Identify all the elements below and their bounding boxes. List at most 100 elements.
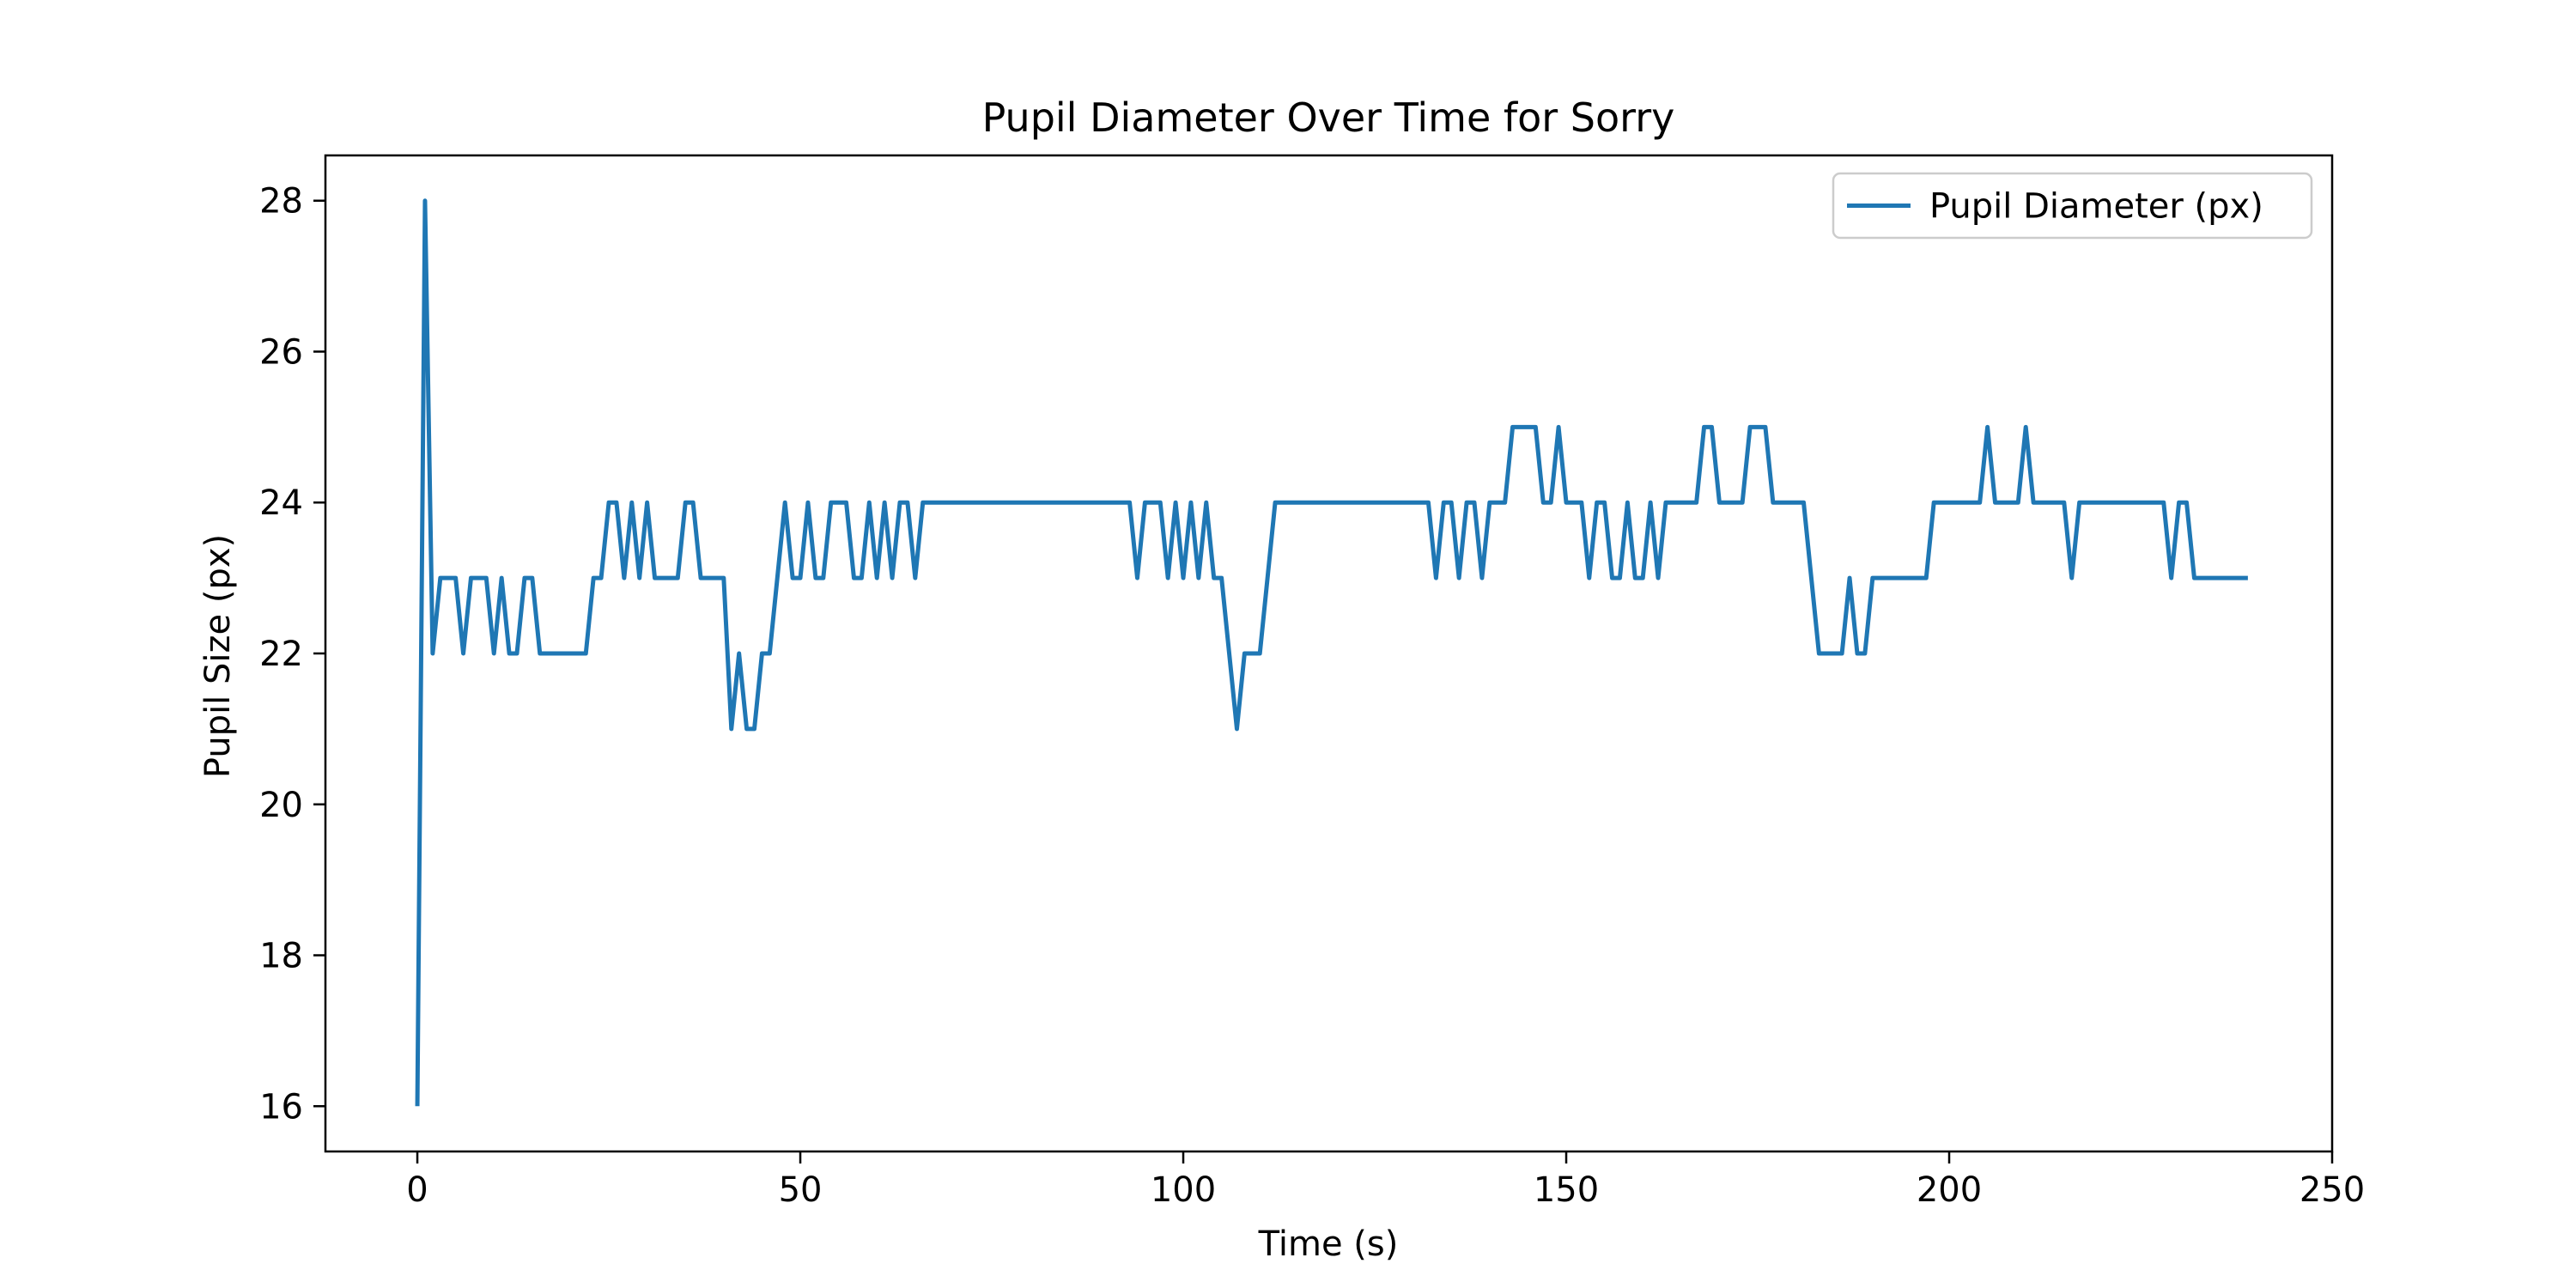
x-tick-label: 250: [2300, 1170, 2365, 1210]
data-point: [883, 501, 886, 504]
data-point: [2078, 501, 2081, 504]
data-point: [1412, 501, 1415, 504]
data-point: [990, 501, 993, 504]
data-point: [2178, 501, 2181, 504]
series-line-pupil-diameter: [415, 198, 2248, 1107]
data-point: [951, 501, 955, 504]
data-point: [1327, 501, 1331, 504]
data-point: [2131, 501, 2135, 504]
y-tick-label: 20: [259, 786, 303, 825]
data-point: [775, 576, 779, 580]
x-tick-label: 0: [406, 1170, 428, 1210]
data-point: [1756, 425, 1759, 428]
data-point: [660, 576, 664, 580]
data-point: [714, 576, 718, 580]
data-point: [1588, 576, 1591, 580]
data-point: [1901, 576, 1905, 580]
data-point: [2008, 501, 2012, 504]
data-point: [1955, 501, 1959, 504]
data-point: [852, 576, 855, 580]
data-point: [1312, 501, 1315, 504]
data-point: [929, 501, 933, 504]
data-point: [484, 576, 488, 580]
data-point: [1580, 501, 1583, 504]
data-point: [462, 652, 465, 655]
data-point: [975, 501, 978, 504]
data-point: [1595, 501, 1599, 504]
data-point: [1066, 501, 1070, 504]
data-point: [2208, 576, 2211, 580]
data-point: [1625, 501, 1629, 504]
data-point: [2139, 501, 2142, 504]
data-point: [2215, 576, 2219, 580]
data-point: [890, 576, 894, 580]
data-point: [1787, 501, 1790, 504]
data-point: [2223, 576, 2227, 580]
data-point: [1273, 501, 1277, 504]
data-point: [1641, 576, 1644, 580]
data-point: [1235, 727, 1238, 731]
y-tick-label: 28: [259, 182, 303, 222]
data-point: [546, 652, 550, 655]
data-point: [1449, 501, 1453, 504]
data-point: [1426, 501, 1430, 504]
data-point: [1664, 501, 1668, 504]
data-point: [562, 652, 565, 655]
data-point: [1687, 501, 1691, 504]
data-point: [1879, 576, 1882, 580]
data-point: [531, 576, 534, 580]
data-point: [1136, 576, 1139, 580]
data-point: [1151, 501, 1154, 504]
data-point: [1971, 501, 1974, 504]
data-point: [691, 501, 695, 504]
data-point: [959, 501, 963, 504]
data-point: [1649, 501, 1652, 504]
data-point: [2100, 501, 2104, 504]
data-point: [576, 652, 580, 655]
y-tick-label: 26: [259, 332, 303, 372]
data-point: [1809, 576, 1813, 580]
data-point: [2170, 576, 2173, 580]
data-point: [1051, 501, 1054, 504]
data-point: [1342, 501, 1346, 504]
data-point: [599, 576, 603, 580]
data-point: [921, 501, 925, 504]
data-point: [1212, 576, 1216, 580]
data-point: [722, 576, 726, 580]
data-point: [1043, 501, 1047, 504]
x-tick-label: 50: [779, 1170, 823, 1210]
data-point: [439, 576, 442, 580]
y-axis-label: Pupil Size (px): [198, 534, 238, 778]
data-point: [2024, 425, 2027, 428]
data-point: [646, 501, 649, 504]
data-point: [2162, 501, 2166, 504]
data-point: [914, 576, 917, 580]
data-point: [500, 576, 503, 580]
data-point: [2239, 576, 2242, 580]
data-point: [1281, 501, 1285, 504]
data-point: [2154, 501, 2158, 504]
data-point: [416, 1104, 419, 1108]
data-point: [469, 576, 472, 580]
data-point: [1074, 501, 1078, 504]
data-point: [584, 652, 587, 655]
data-point: [638, 576, 641, 580]
data-point: [822, 576, 825, 580]
data-point: [568, 652, 572, 655]
data-point: [2093, 501, 2096, 504]
data-point: [906, 501, 909, 504]
y-tick-label: 24: [259, 483, 303, 523]
data-point: [806, 501, 810, 504]
data-point: [623, 576, 626, 580]
data-point: [937, 501, 940, 504]
data-point: [2200, 576, 2203, 580]
data-point: [683, 501, 687, 504]
data-point: [745, 727, 749, 731]
data-point: [1802, 501, 1806, 504]
data-point: [1618, 576, 1621, 580]
data-point: [2147, 501, 2150, 504]
data-point: [1434, 576, 1437, 580]
data-point: [2086, 501, 2089, 504]
data-point: [1205, 501, 1208, 504]
data-point: [845, 501, 848, 504]
